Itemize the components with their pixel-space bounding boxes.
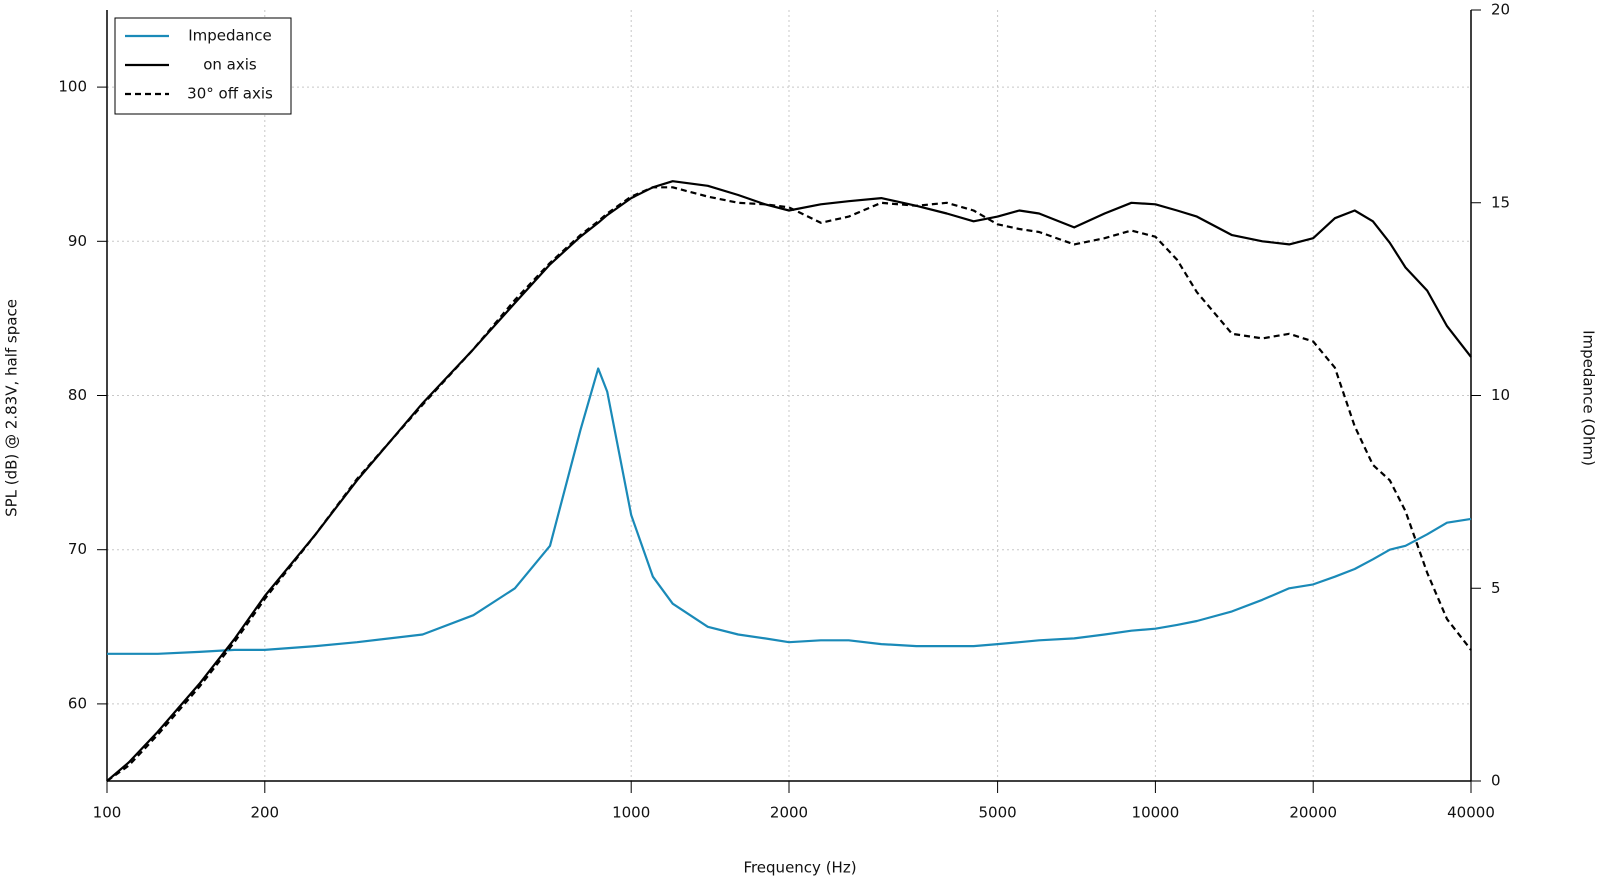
x-axis-label: Frequency (Hz) bbox=[743, 859, 856, 877]
y2-tick-label: 5 bbox=[1491, 579, 1501, 597]
y-tick-label: 60 bbox=[68, 694, 87, 712]
y2-tick-label: 20 bbox=[1491, 1, 1510, 19]
y-tick-label: 70 bbox=[68, 540, 87, 558]
x-tick-label: 200 bbox=[250, 804, 279, 822]
series-line bbox=[106, 186, 1472, 782]
y-tick-label: 90 bbox=[68, 232, 87, 250]
y2-axis-label: Impedance (Ohm) bbox=[1580, 330, 1598, 466]
x-tick-label: 5000 bbox=[979, 804, 1017, 822]
y2-tick-label: 0 bbox=[1491, 772, 1501, 790]
legend: Impedance on axis 30° off axis bbox=[114, 17, 292, 115]
y-tick-label: 80 bbox=[68, 386, 87, 404]
y2-tick-label: 10 bbox=[1491, 386, 1510, 404]
y2-tick-label: 15 bbox=[1491, 193, 1510, 211]
y-tick-label: 100 bbox=[58, 78, 87, 96]
legend-label: 30° off axis bbox=[187, 85, 273, 103]
x-tick-label: 2000 bbox=[770, 804, 808, 822]
y-axis-label: SPL (dB) @ 2.83V, half space bbox=[3, 299, 21, 517]
x-tick-label: 20000 bbox=[1289, 804, 1337, 822]
series-line bbox=[107, 367, 1472, 655]
x-tick-label: 10000 bbox=[1132, 804, 1180, 822]
x-tick-label: 40000 bbox=[1447, 804, 1495, 822]
legend-label: on axis bbox=[203, 56, 257, 74]
x-tick-label: 1000 bbox=[612, 804, 650, 822]
x-tick-label: 100 bbox=[93, 804, 122, 822]
legend-label: Impedance bbox=[188, 27, 271, 45]
